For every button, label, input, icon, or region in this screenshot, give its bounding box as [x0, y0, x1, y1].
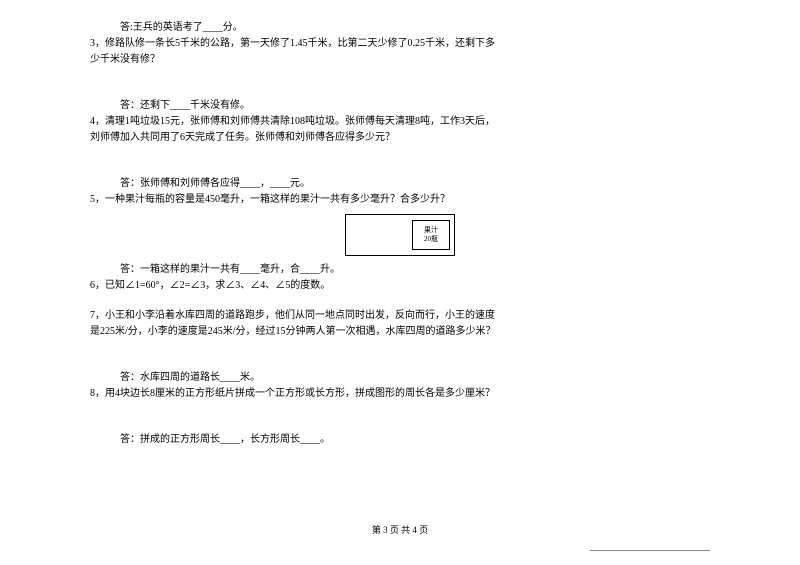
juice-label-1: 果汁	[424, 226, 438, 235]
juice-label-2: 20瓶	[424, 235, 438, 244]
juice-diagram: 果汁 20瓶	[90, 214, 710, 256]
q3-line1: 3，修路队修一条长5千米的公路，第一天修了1.45千米，比第二天少修了0.25千…	[90, 36, 710, 52]
q3-line2: 少千米没有修？	[90, 52, 710, 68]
q6-workspace	[90, 294, 710, 308]
q4-line2: 刘师傅加入共同用了6天完成了任务。张师傅和刘师傅各应得多少元？	[90, 130, 710, 146]
q8-answer: 答：拼成的正方形周长____，长方形周长____。	[90, 432, 710, 448]
q2-answer: 答:王兵的英语考了____分。	[90, 20, 710, 36]
q6-line1: 6，已知∠1=60°，∠2=∠3，求∠3、∠4、∠5的度数。	[90, 278, 710, 294]
page-footer: 第 3 页 共 4 页	[0, 523, 800, 537]
q3-answer: 答：还剩下____千米没有修。	[90, 98, 710, 114]
q4-answer: 答：张师傅和刘师傅各应得____，____元。	[90, 176, 710, 192]
q4-workspace	[90, 146, 710, 176]
juice-carton-outer: 果汁 20瓶	[345, 214, 455, 256]
q7-line1: 7，小王和小李沿着水库四周的道路跑步，他们从同一地点同时出发，反向而行，小王的速…	[90, 308, 710, 324]
footer-rule	[590, 550, 710, 551]
juice-carton-label: 果汁 20瓶	[412, 220, 450, 250]
page-container: 答:王兵的英语考了____分。 3，修路队修一条长5千米的公路，第一天修了1.4…	[0, 0, 800, 565]
q7-line2: 是225米/分，小李的速度是245米/分，经过15分钟两人第一次相遇，水库四周的…	[90, 324, 710, 340]
q5-line1: 5，一种果汁每瓶的容量是450毫升，一箱这样的果汁一共有多少毫升？合多少升？	[90, 192, 710, 208]
q5-answer: 答：一箱这样的果汁一共有____毫升，合____升。	[90, 262, 710, 278]
q8-workspace	[90, 402, 710, 432]
q4-line1: 4，清理1吨垃圾15元，张师傅和刘师傅共清除108吨垃圾。张师傅每天清理8吨，工…	[90, 114, 710, 130]
q3-workspace	[90, 68, 710, 98]
q7-answer: 答：水库四周的道路长____米。	[90, 370, 710, 386]
q7-workspace	[90, 340, 710, 370]
q8-line1: 8，用4块边长8厘米的正方形纸片拼成一个正方形或长方形，拼成图形的周长各是多少厘…	[90, 386, 710, 402]
